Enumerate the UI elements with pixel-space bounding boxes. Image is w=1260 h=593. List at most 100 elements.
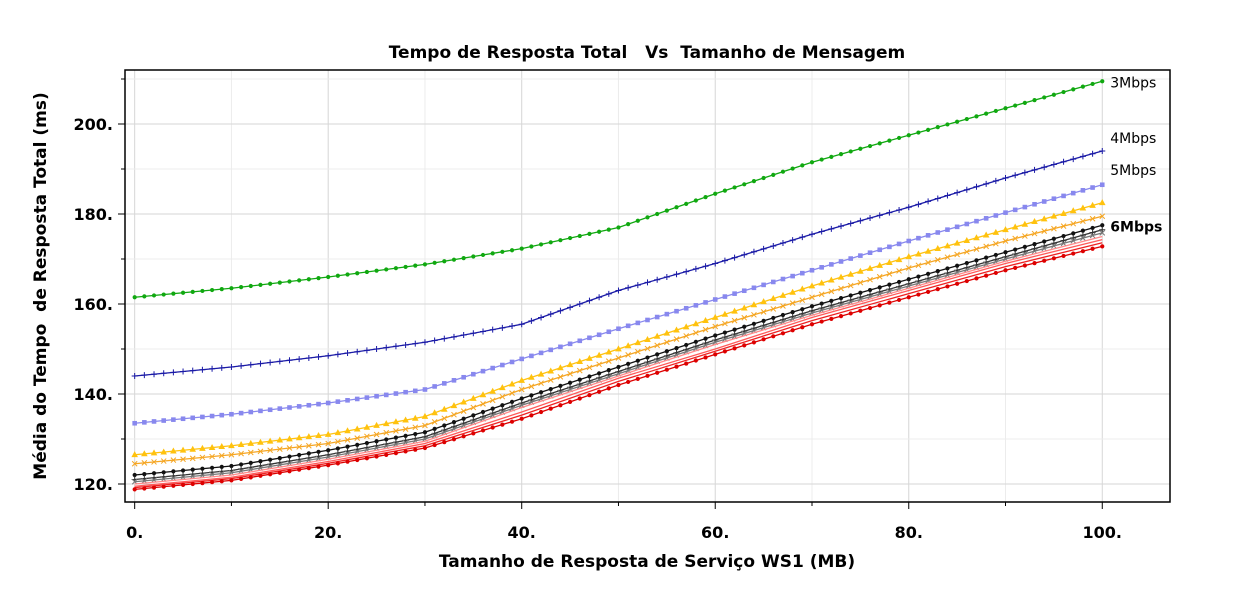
series-point	[364, 440, 369, 446]
series-point	[403, 264, 408, 270]
series-point	[934, 245, 942, 252]
series-line	[134, 242, 1103, 489]
series-point	[451, 378, 457, 383]
series-point	[1041, 164, 1048, 171]
series-point	[655, 211, 660, 217]
series-point	[905, 204, 912, 211]
series-point	[335, 461, 340, 466]
series-point	[829, 262, 834, 267]
series-point	[306, 402, 312, 408]
series-point	[393, 428, 399, 434]
series-point	[171, 469, 176, 474]
series-point	[837, 273, 845, 280]
series-point	[402, 426, 409, 432]
series-point	[616, 225, 621, 230]
series-point	[992, 240, 999, 247]
series-point	[713, 333, 718, 338]
series-point	[674, 364, 679, 369]
series-point	[509, 399, 515, 404]
series-point	[848, 293, 853, 298]
series-point	[693, 198, 698, 203]
series-point	[180, 290, 186, 295]
series-point	[441, 415, 448, 422]
series-point	[732, 327, 737, 332]
series-point	[915, 201, 922, 208]
series-point	[229, 286, 234, 291]
series-point	[606, 368, 611, 373]
axis-ticks: 0. 20. 40. 60. 80. 100. 120. 140. 160. 180. 200.	[74, 78, 1122, 542]
series-point	[229, 478, 234, 483]
series-point	[654, 342, 661, 349]
y-tick-label: 180.	[74, 205, 113, 224]
series-point	[1061, 253, 1066, 259]
series-point	[132, 295, 137, 300]
series-point	[489, 397, 496, 404]
series-point	[934, 257, 941, 263]
series-point	[316, 464, 321, 469]
series-point	[248, 475, 253, 480]
series-point	[954, 224, 960, 230]
series-point	[779, 240, 786, 247]
series-point	[335, 438, 341, 445]
x-tick-label: 20.	[314, 523, 342, 542]
series-point	[780, 331, 786, 336]
series-point	[673, 271, 680, 278]
series-point	[829, 298, 834, 303]
series-point	[411, 414, 419, 421]
series-point	[374, 454, 379, 459]
series-point	[1022, 204, 1028, 210]
series-point	[209, 453, 215, 460]
series-unlabeled-11	[132, 244, 1105, 492]
series-point	[442, 440, 447, 445]
series-point	[625, 323, 631, 329]
series-point	[528, 317, 535, 324]
series-point	[1100, 223, 1105, 228]
series-point	[674, 205, 679, 210]
series-point	[442, 259, 447, 264]
series-point	[471, 371, 476, 377]
series-point	[286, 435, 293, 442]
series-point	[324, 430, 332, 437]
series-point	[306, 277, 311, 282]
series-point	[1040, 215, 1048, 222]
series-point	[557, 364, 564, 371]
series-point	[296, 404, 302, 409]
series-point	[393, 391, 399, 396]
series-point	[403, 389, 408, 395]
series-point	[518, 386, 525, 393]
series-point	[848, 256, 853, 261]
series-point	[200, 414, 205, 420]
series-point	[412, 340, 419, 347]
series-point	[944, 254, 951, 261]
series-point	[151, 485, 157, 490]
series-point	[296, 356, 303, 363]
series-point	[219, 479, 224, 484]
series-point	[770, 279, 776, 285]
series-point	[945, 122, 950, 127]
series-point	[916, 274, 921, 279]
series-point	[576, 367, 583, 374]
series-point	[731, 307, 738, 314]
series-point	[606, 329, 612, 335]
series-point	[702, 263, 709, 270]
series-point	[170, 457, 177, 464]
series-point	[751, 321, 757, 326]
series-point	[432, 442, 437, 448]
series-point	[771, 334, 776, 339]
series-point	[896, 297, 902, 303]
series-point	[983, 216, 989, 221]
series-point	[364, 456, 369, 461]
series-point	[1013, 247, 1018, 252]
series-point	[461, 434, 466, 439]
series-point	[838, 285, 844, 292]
series-point	[1100, 244, 1105, 249]
series-point	[597, 389, 602, 394]
series-point	[450, 402, 458, 409]
series-point	[218, 364, 225, 371]
series-point	[634, 339, 642, 346]
series-point	[683, 333, 690, 339]
series-point	[538, 390, 544, 395]
series-point	[151, 471, 157, 476]
series-point	[993, 213, 999, 218]
series-point	[915, 262, 922, 269]
